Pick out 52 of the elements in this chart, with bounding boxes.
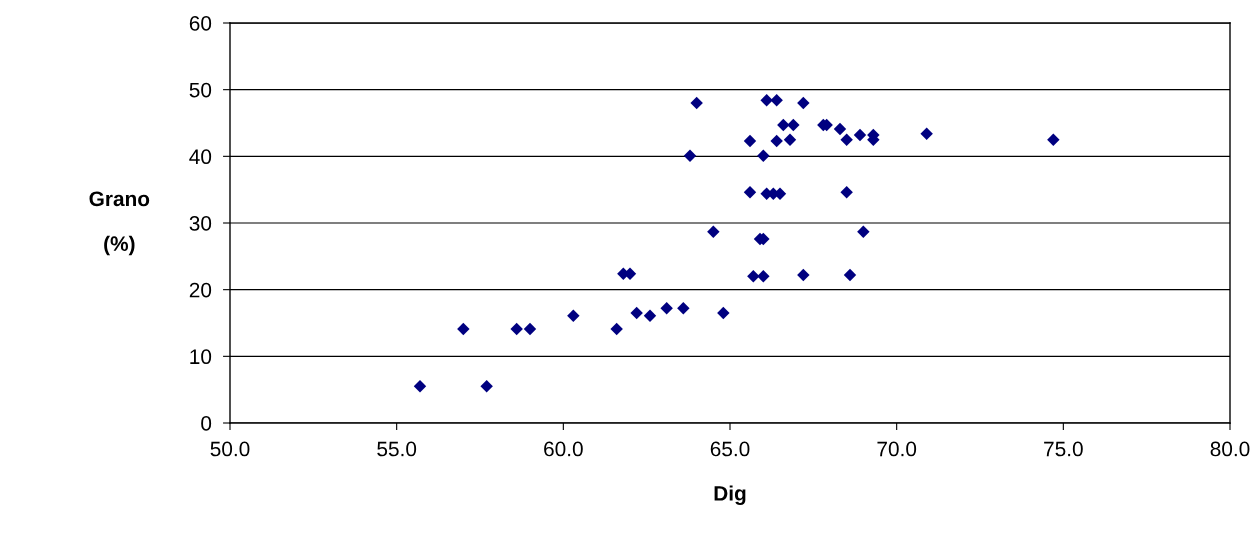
point [770,134,783,148]
point [690,96,703,110]
x-tick-label: 65.0 [710,441,750,457]
point [610,322,623,336]
point [747,270,760,283]
point [757,149,770,162]
y-tick-label: 50 [189,82,212,98]
point [743,134,757,148]
point [567,309,580,322]
x-tick-label: 55.0 [377,441,417,457]
point [707,225,720,238]
point [757,270,770,283]
y-tick-label: 10 [190,349,212,365]
x-tick-label: 75.0 [1044,441,1083,457]
text: Grano (%) [89,191,150,256]
x-axis-title: Dig [714,485,746,505]
point [760,94,773,107]
point [920,127,933,140]
point [833,122,847,136]
y-tick-label: 20 [189,282,212,298]
point [523,322,537,336]
y-tick-label: 40 [189,149,212,165]
point [510,322,523,336]
point [743,186,757,199]
point [857,225,870,238]
point [630,306,643,320]
x-tick-label: 50.0 [210,441,250,457]
point [840,133,853,146]
point [843,268,857,282]
point [457,322,470,336]
point [783,133,797,146]
point [777,118,790,132]
x-tick-label: 70.0 [877,441,917,457]
point [660,302,673,315]
point [717,306,730,320]
point [797,268,810,282]
point [770,94,783,107]
y-tick-label: 60 [189,16,212,31]
point [853,128,867,142]
y-tick-label: 0 [201,416,212,431]
point [797,96,810,110]
point [480,380,493,393]
point [840,186,853,199]
point [413,380,427,393]
point [787,118,800,132]
x-tick-label: 60.0 [544,441,583,457]
point [683,149,697,162]
point [1047,133,1060,146]
point [677,302,690,315]
x-tick-label: 80.0 [1210,441,1250,457]
point [643,309,657,322]
y-tick-label: 30 [189,216,212,231]
